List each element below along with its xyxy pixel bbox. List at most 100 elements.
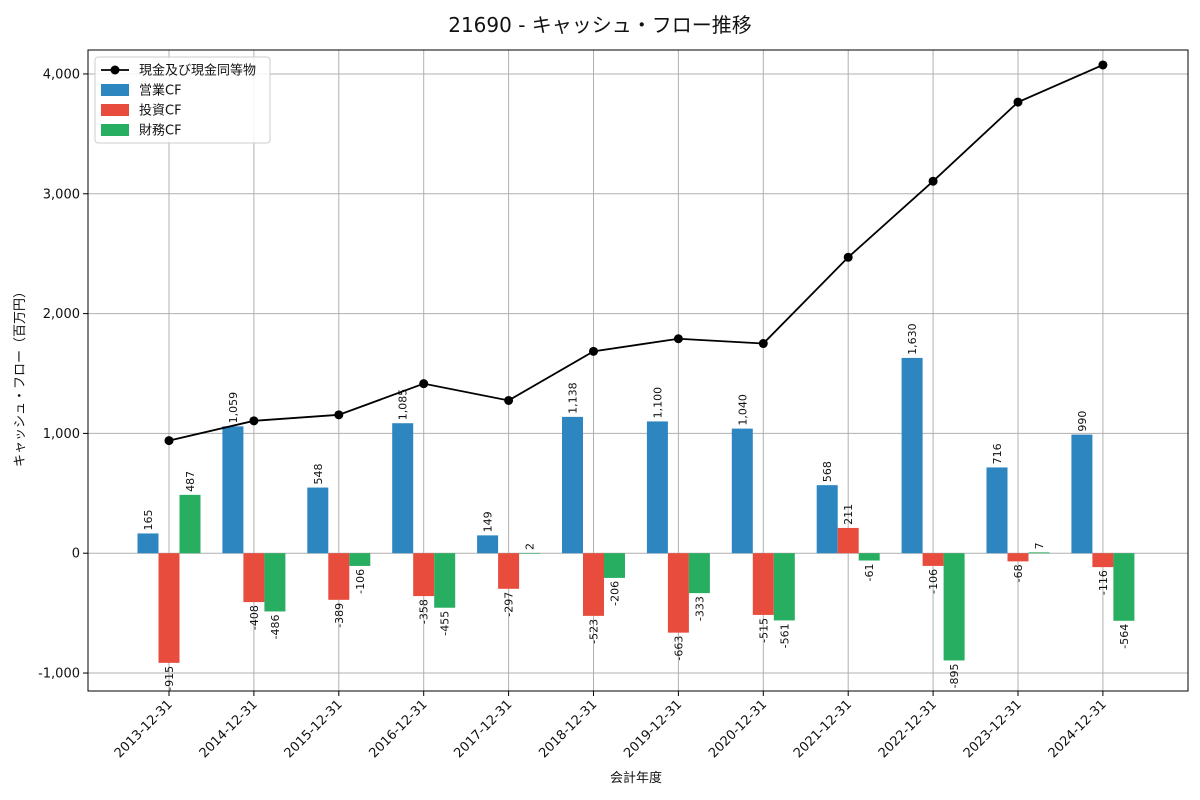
bar-investing bbox=[837, 527, 859, 554]
x-tick-label: 2024-12-31 bbox=[1046, 697, 1110, 761]
cash-equivalents-point bbox=[504, 395, 514, 405]
bar-investing bbox=[752, 553, 774, 615]
y-tick-label: -1,000 bbox=[38, 667, 80, 682]
bar-operating bbox=[222, 426, 244, 554]
bar-operating bbox=[562, 416, 583, 554]
bar-operating bbox=[986, 467, 1008, 554]
cash-equivalents-point bbox=[928, 176, 938, 186]
bar-financing bbox=[773, 553, 795, 621]
x-tick-label: 2019-12-31 bbox=[621, 697, 685, 761]
bar-value-label: 1,059 bbox=[227, 392, 240, 424]
bar-value-label: -455 bbox=[439, 611, 452, 636]
bar-value-label: -561 bbox=[778, 623, 791, 648]
legend-label: 現金及び現金同等物 bbox=[139, 63, 256, 79]
cash-equivalents-point bbox=[1013, 97, 1023, 107]
cash-equivalents-point bbox=[334, 410, 344, 420]
cash-equivalents-point bbox=[249, 416, 259, 426]
x-tick-label: 2017-12-31 bbox=[451, 697, 515, 761]
bar-value-label: -106 bbox=[354, 569, 367, 594]
legend-bar-swatch bbox=[101, 104, 129, 116]
bar-investing bbox=[498, 553, 520, 589]
y-tick-label: 4,000 bbox=[43, 67, 80, 82]
x-tick-label: 2018-12-31 bbox=[536, 697, 600, 761]
cash-equivalents-point bbox=[843, 252, 853, 262]
bar-operating bbox=[307, 487, 329, 554]
plot-frame bbox=[87, 49, 1189, 692]
y-tick-label: 0 bbox=[72, 547, 80, 562]
cash-equivalents-point bbox=[758, 339, 768, 349]
bar-value-label: -895 bbox=[948, 663, 961, 688]
x-tick-label: 2014-12-31 bbox=[197, 697, 261, 761]
bar-investing bbox=[328, 553, 350, 600]
bar-operating bbox=[477, 535, 499, 554]
bar-value-label: 1,630 bbox=[906, 323, 919, 355]
x-tick-label: 2022-12-31 bbox=[876, 697, 940, 761]
bar-investing bbox=[922, 553, 944, 566]
bar-investing bbox=[1092, 553, 1114, 568]
cash-equivalents-point bbox=[1098, 60, 1108, 70]
legend-marker bbox=[110, 65, 120, 75]
bar-operating bbox=[731, 428, 753, 554]
x-tick-label: 2016-12-31 bbox=[366, 697, 430, 761]
cash-equivalents-line bbox=[168, 64, 1104, 442]
bar-value-label: -61 bbox=[863, 564, 876, 582]
x-tick-label: 2015-12-31 bbox=[282, 697, 346, 761]
legend-label: 投資CF bbox=[139, 103, 182, 119]
y-axis-label: キャッシュ・フロー（百万円） bbox=[13, 285, 28, 467]
bar-investing bbox=[243, 553, 265, 603]
bar-value-label: -564 bbox=[1118, 624, 1131, 649]
cash-equivalents-point bbox=[164, 436, 174, 446]
bar-financing bbox=[943, 553, 965, 661]
legend-box bbox=[94, 56, 271, 144]
bar-value-label: -333 bbox=[693, 596, 706, 621]
bar-value-label: -389 bbox=[333, 603, 346, 628]
bar-value-label: -68 bbox=[1012, 564, 1025, 582]
bar-value-label: 1,040 bbox=[736, 394, 749, 426]
bar-value-label: 211 bbox=[842, 504, 855, 525]
x-tick-label: 2023-12-31 bbox=[961, 697, 1025, 761]
bar-value-label: -297 bbox=[503, 592, 516, 617]
bar-investing bbox=[583, 553, 604, 616]
x-tick-label: 2021-12-31 bbox=[791, 697, 855, 761]
bar-investing bbox=[1007, 553, 1029, 562]
bar-financing bbox=[264, 553, 286, 612]
bar-financing bbox=[858, 553, 880, 561]
y-tick-label: 2,000 bbox=[43, 307, 80, 322]
bar-value-label: -116 bbox=[1097, 570, 1110, 595]
bar-value-label: 165 bbox=[142, 509, 155, 530]
bar-investing bbox=[413, 553, 435, 597]
x-tick-label: 2020-12-31 bbox=[706, 697, 770, 761]
bar-value-label: 149 bbox=[482, 511, 495, 532]
y-tick-label: 3,000 bbox=[43, 187, 80, 202]
bar-operating bbox=[392, 423, 414, 554]
bar-operating bbox=[901, 357, 923, 554]
bar-value-label: 2 bbox=[524, 543, 537, 550]
legend-bar-swatch bbox=[101, 124, 129, 136]
bar-value-label: -486 bbox=[269, 614, 282, 639]
bar-value-label: 1,138 bbox=[567, 382, 580, 414]
bar-value-label: -523 bbox=[588, 619, 601, 644]
bar-financing bbox=[1028, 552, 1050, 554]
bar-value-label: 716 bbox=[991, 443, 1004, 464]
cash-equivalents-point bbox=[589, 346, 598, 356]
bar-value-label: -915 bbox=[163, 666, 176, 691]
legend-bar-swatch bbox=[101, 84, 129, 96]
bar-value-label: 568 bbox=[821, 461, 834, 482]
legend-label: 営業CF bbox=[139, 83, 182, 99]
bar-financing bbox=[179, 494, 201, 554]
bar-value-label: -358 bbox=[418, 599, 431, 624]
cash-equivalents-point bbox=[419, 379, 429, 389]
bar-value-label: 548 bbox=[312, 464, 325, 485]
bar-value-label: -515 bbox=[757, 618, 770, 643]
x-tick-label: 2013-12-31 bbox=[112, 697, 176, 761]
bar-value-label: 7 bbox=[1033, 542, 1046, 549]
bar-financing bbox=[1113, 553, 1135, 621]
cash-equivalents-point bbox=[673, 334, 683, 344]
bar-value-label: 990 bbox=[1076, 411, 1089, 432]
bar-operating bbox=[646, 421, 668, 554]
chart-title: 21690 - キャッシュ・フロー推移 bbox=[448, 13, 752, 37]
bar-value-label: -408 bbox=[248, 605, 261, 630]
bar-financing bbox=[519, 552, 541, 554]
